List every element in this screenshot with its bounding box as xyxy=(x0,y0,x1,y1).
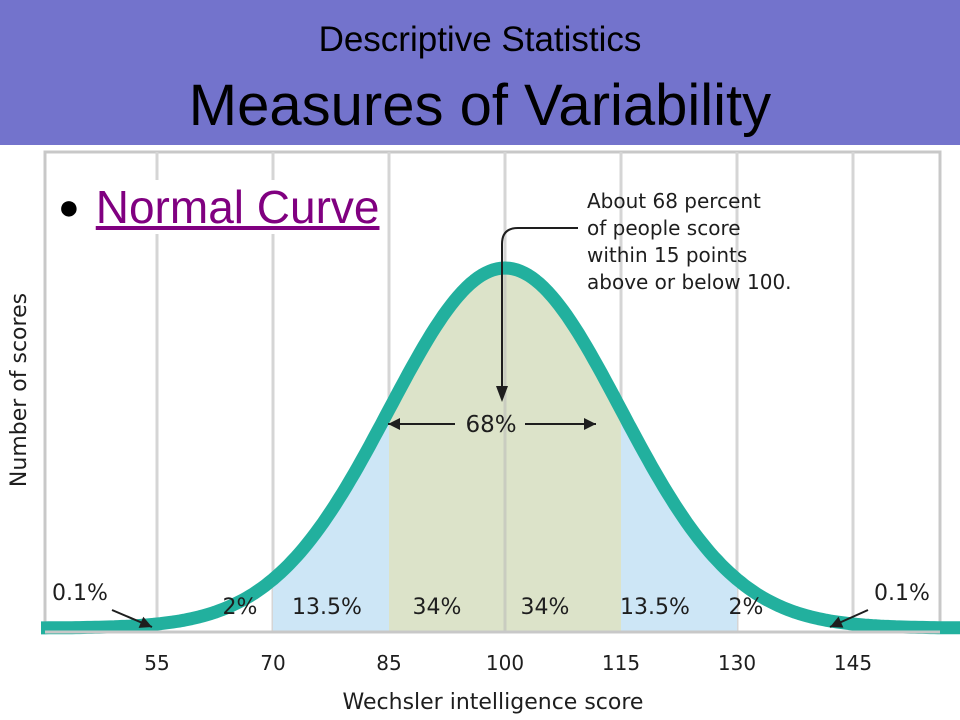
region-label: 0.1% xyxy=(874,581,930,606)
y-axis-label: Number of scores xyxy=(7,293,32,487)
region-label: 34% xyxy=(521,595,570,620)
region-label: 2% xyxy=(729,595,764,620)
x-tick-label: 85 xyxy=(376,651,401,675)
span-arrow-right-head xyxy=(584,418,596,430)
region-label: 34% xyxy=(413,595,462,620)
annotation-line: within 15 points xyxy=(587,243,747,267)
annotation-line: of people score xyxy=(587,216,741,240)
x-tick-label: 115 xyxy=(602,651,640,675)
span-label: 68% xyxy=(465,412,516,438)
bullet-dot-icon: ● xyxy=(58,186,80,227)
x-tick-label: 130 xyxy=(718,651,756,675)
region-label: 0.1% xyxy=(52,581,108,606)
annotation-line: above or below 100. xyxy=(587,270,792,294)
left-tail-arrow-head xyxy=(138,616,152,628)
x-tick-label: 70 xyxy=(260,651,285,675)
slide-subtitle: Descriptive Statistics xyxy=(318,20,642,59)
right-tail-arrow-head xyxy=(830,616,844,628)
bullet-item: ● Normal Curve xyxy=(58,180,380,234)
x-axis-label: Wechsler intelligence score xyxy=(343,690,644,715)
slide-title: Measures of Variability xyxy=(188,73,772,138)
normal-curve-link[interactable]: Normal Curve xyxy=(95,180,380,234)
x-tick-label: 145 xyxy=(834,651,872,675)
region-label: 13.5% xyxy=(292,595,362,620)
normal-curve-line xyxy=(38,261,960,635)
x-tick-label: 55 xyxy=(144,651,169,675)
annotation-pointer-head xyxy=(496,386,508,402)
region-label: 13.5% xyxy=(620,595,690,620)
annotation-pointer xyxy=(501,227,578,388)
span-arrow-left-head xyxy=(388,418,400,430)
x-tick-label: 100 xyxy=(486,651,524,675)
region-label: 2% xyxy=(223,595,258,620)
annotation-line: About 68 percent xyxy=(587,189,761,213)
slide-header: Descriptive Statistics Measures of Varia… xyxy=(0,0,960,145)
